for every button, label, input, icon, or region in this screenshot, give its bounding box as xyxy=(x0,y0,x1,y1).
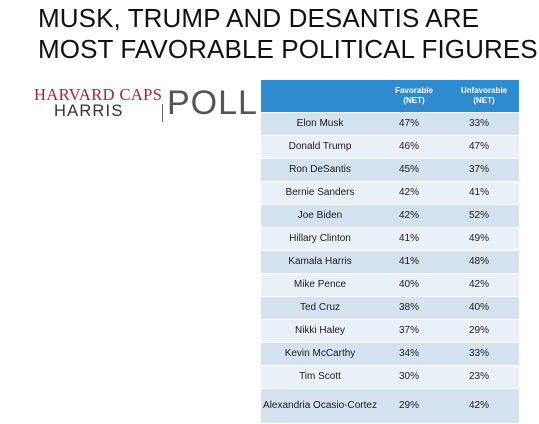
logo-text-poll: POLL xyxy=(167,84,258,122)
cell-unfavorable: 42% xyxy=(449,273,519,297)
cell-unfavorable: 42% xyxy=(449,388,519,424)
cell-name: Ron DeSantis xyxy=(261,158,379,182)
table-row: Ron DeSantis 45% 37% xyxy=(261,158,519,182)
favorability-table: Favorable (NET) Unfavorable (NET) Elon M… xyxy=(261,80,519,424)
logo-text-harvard-caps: HARVARD CAPS xyxy=(34,85,163,104)
table-row: Joe Biden 42% 52% xyxy=(261,204,519,228)
cell-unfavorable: 33% xyxy=(449,112,519,136)
cell-name: Nikki Haley xyxy=(261,319,379,343)
cell-favorable: 45% xyxy=(379,158,449,182)
cell-favorable: 30% xyxy=(379,365,449,389)
page-title-line-1: MUSK, TRUMP AND DESANTIS ARE xyxy=(38,3,480,33)
cell-name: Joe Biden xyxy=(261,204,379,228)
cell-name: Donald Trump xyxy=(261,135,379,159)
cell-unfavorable: 29% xyxy=(449,319,519,343)
cell-name: Kevin McCarthy xyxy=(261,342,379,366)
cell-name: Ted Cruz xyxy=(261,296,379,320)
cell-favorable: 46% xyxy=(379,135,449,159)
table-row: Donald Trump 46% 47% xyxy=(261,135,519,159)
table-row: Ted Cruz 38% 40% xyxy=(261,296,519,320)
cell-unfavorable: 40% xyxy=(449,296,519,320)
table-header-row: Favorable (NET) Unfavorable (NET) xyxy=(261,80,519,113)
cell-favorable: 42% xyxy=(379,181,449,205)
cell-unfavorable: 33% xyxy=(449,342,519,366)
logo-divider xyxy=(162,104,163,122)
table-row: Hillary Clinton 41% 49% xyxy=(261,227,519,251)
cell-favorable: 34% xyxy=(379,342,449,366)
cell-unfavorable: 52% xyxy=(449,204,519,228)
header-unfavorable-sub: (NET) xyxy=(473,96,495,105)
cell-name: Mike Pence xyxy=(261,273,379,297)
cell-unfavorable: 47% xyxy=(449,135,519,159)
cell-favorable: 41% xyxy=(379,250,449,274)
cell-favorable: 29% xyxy=(379,388,449,424)
cell-favorable: 47% xyxy=(379,112,449,136)
page-title: MUSK, TRUMP AND DESANTIS ARE MOST FAVORA… xyxy=(38,3,538,65)
header-name xyxy=(261,80,379,113)
header-favorable-label: Favorable xyxy=(395,86,433,95)
cell-favorable: 38% xyxy=(379,296,449,320)
cell-name: Elon Musk xyxy=(261,112,379,136)
logo-text-harris: HARRIS xyxy=(54,102,124,120)
cell-unfavorable: 37% xyxy=(449,158,519,182)
cell-name: Kamala Harris xyxy=(261,250,379,274)
table-row: Elon Musk 47% 33% xyxy=(261,112,519,136)
table-row: Kevin McCarthy 34% 33% xyxy=(261,342,519,366)
cell-name: Hillary Clinton xyxy=(261,227,379,251)
cell-unfavorable: 23% xyxy=(449,365,519,389)
cell-favorable: 41% xyxy=(379,227,449,251)
cell-favorable: 37% xyxy=(379,319,449,343)
cell-unfavorable: 49% xyxy=(449,227,519,251)
header-favorable-sub: (NET) xyxy=(403,96,425,105)
table-row: Bernie Sanders 42% 41% xyxy=(261,181,519,205)
cell-name: Tim Scott xyxy=(261,365,379,389)
cell-favorable: 40% xyxy=(379,273,449,297)
table-row: Kamala Harris 41% 48% xyxy=(261,250,519,274)
table-row: Nikki Haley 37% 29% xyxy=(261,319,519,343)
cell-name: Bernie Sanders xyxy=(261,181,379,205)
table-row: Alexandria Ocasio-Cortez 29% 42% xyxy=(261,388,519,424)
table-row: Tim Scott 30% 23% xyxy=(261,365,519,389)
cell-unfavorable: 48% xyxy=(449,250,519,274)
cell-unfavorable: 41% xyxy=(449,181,519,205)
table-body: Elon Musk 47% 33% Donald Trump 46% 47% Ron DeS… xyxy=(261,112,519,424)
cell-name: Alexandria Ocasio-Cortez xyxy=(261,388,379,424)
header-unfavorable: Unfavorable (NET) xyxy=(449,80,519,113)
page-title-line-2: MOST FAVORABLE POLITICAL FIGURES xyxy=(38,34,538,64)
table-row: Mike Pence 40% 42% xyxy=(261,273,519,297)
header-unfavorable-label: Unfavorable xyxy=(460,86,508,95)
harvard-caps-harris-poll-logo: HARVARD CAPS HARRIS POLL xyxy=(34,84,257,122)
cell-favorable: 42% xyxy=(379,204,449,228)
header-favorable: Favorable (NET) xyxy=(379,80,449,113)
